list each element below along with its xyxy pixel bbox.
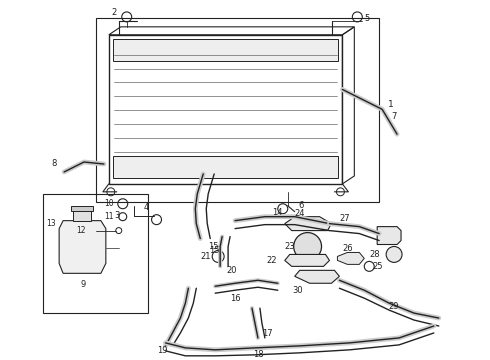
Text: 17: 17 bbox=[263, 329, 273, 338]
Text: 2: 2 bbox=[111, 8, 117, 17]
Polygon shape bbox=[377, 226, 401, 244]
Text: 7: 7 bbox=[392, 112, 397, 121]
Text: 12: 12 bbox=[76, 226, 86, 235]
Bar bbox=[71, 206, 93, 211]
Text: 8: 8 bbox=[51, 159, 57, 168]
Text: 15: 15 bbox=[208, 242, 219, 251]
Text: 25: 25 bbox=[372, 262, 382, 271]
Polygon shape bbox=[59, 221, 106, 273]
Text: 26: 26 bbox=[342, 244, 353, 253]
Text: 19: 19 bbox=[157, 346, 168, 355]
Text: 29: 29 bbox=[389, 302, 399, 311]
Polygon shape bbox=[294, 270, 340, 283]
Text: 16: 16 bbox=[230, 294, 241, 303]
Bar bbox=[113, 39, 339, 60]
Polygon shape bbox=[285, 217, 331, 231]
Text: 28: 28 bbox=[370, 250, 381, 259]
Text: 9: 9 bbox=[80, 280, 86, 289]
Bar bbox=[96, 18, 379, 202]
Text: 22: 22 bbox=[267, 256, 277, 265]
Text: 21: 21 bbox=[200, 252, 211, 261]
Text: 24: 24 bbox=[294, 209, 305, 218]
Bar bbox=[73, 209, 91, 221]
Bar bbox=[43, 194, 147, 313]
Text: 3: 3 bbox=[114, 211, 120, 220]
Text: 10: 10 bbox=[104, 199, 114, 208]
Polygon shape bbox=[285, 255, 329, 266]
Text: 27: 27 bbox=[339, 214, 350, 223]
Bar bbox=[113, 156, 339, 178]
Text: 6: 6 bbox=[298, 201, 303, 210]
Bar bbox=[109, 35, 343, 184]
Text: 4: 4 bbox=[144, 203, 149, 212]
Text: 23: 23 bbox=[284, 242, 295, 251]
Text: 13: 13 bbox=[47, 219, 56, 228]
Text: 20: 20 bbox=[227, 266, 237, 275]
Text: 11: 11 bbox=[104, 212, 114, 221]
Text: 15: 15 bbox=[209, 246, 220, 255]
Circle shape bbox=[294, 233, 321, 260]
Text: 30: 30 bbox=[293, 286, 303, 295]
Text: 18: 18 bbox=[253, 350, 263, 359]
Text: 1: 1 bbox=[388, 100, 394, 109]
Text: 14: 14 bbox=[272, 208, 283, 217]
Polygon shape bbox=[338, 252, 364, 264]
Circle shape bbox=[386, 247, 402, 262]
Text: 5: 5 bbox=[365, 14, 370, 23]
